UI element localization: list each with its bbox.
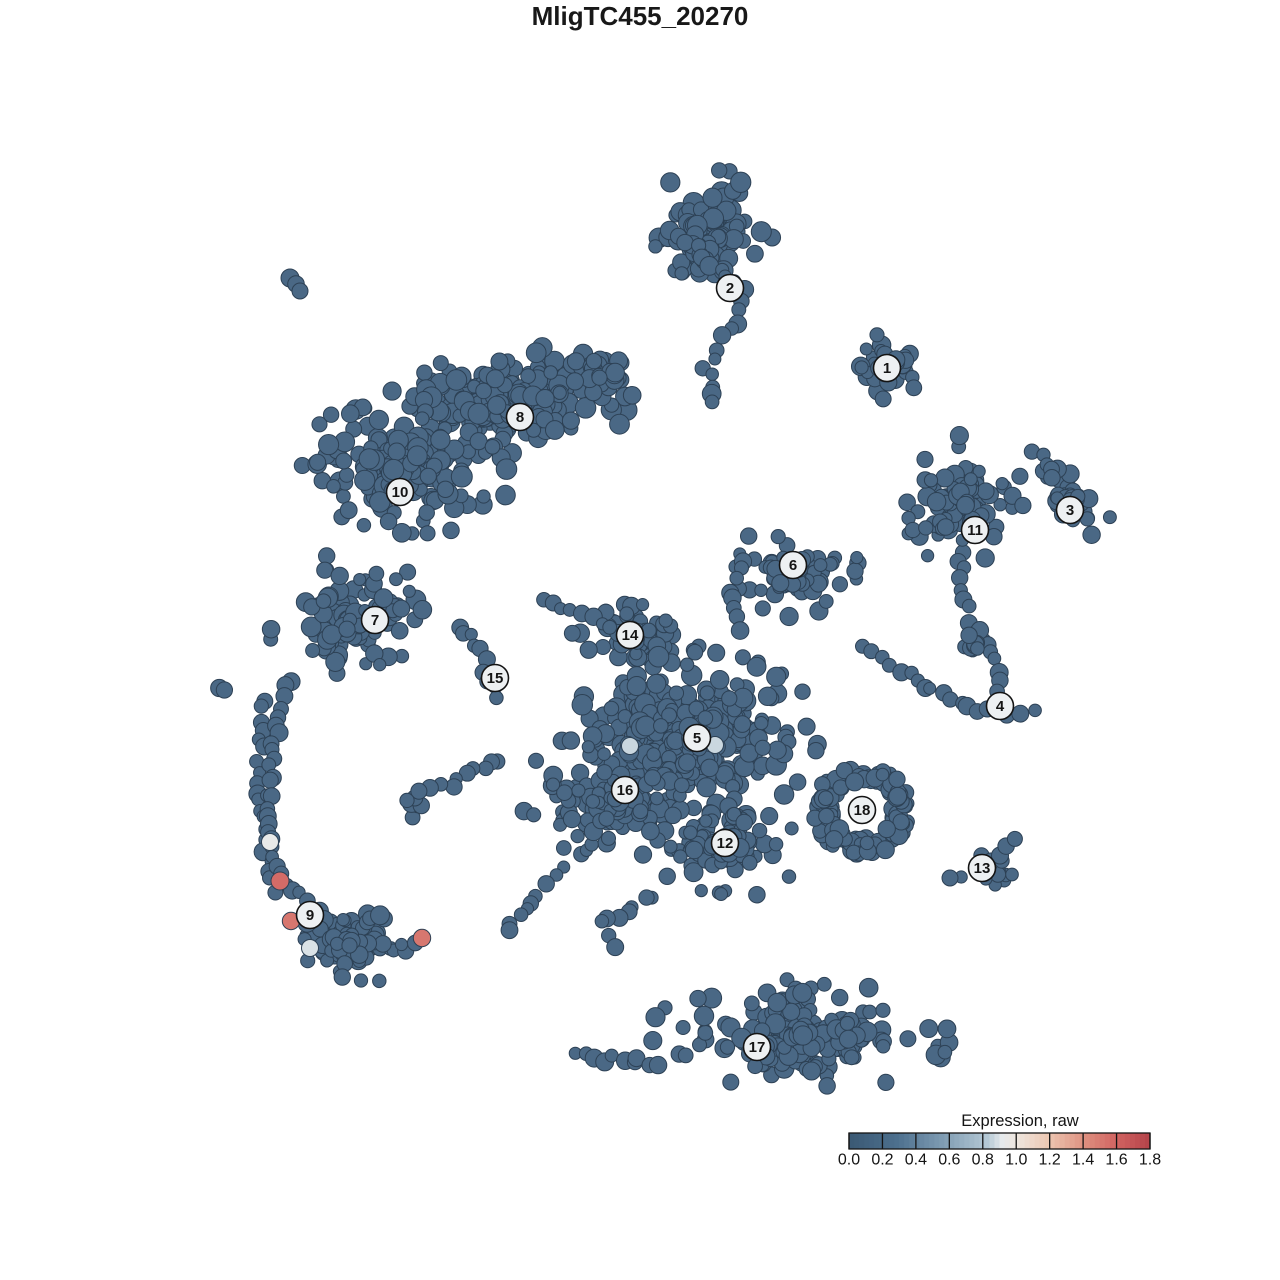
svg-text:3: 3 xyxy=(1066,502,1074,519)
svg-text:4: 4 xyxy=(996,698,1005,715)
svg-text:17: 17 xyxy=(749,1039,766,1056)
svg-text:0.4: 0.4 xyxy=(905,1152,927,1169)
svg-text:11: 11 xyxy=(967,522,983,539)
svg-text:1.6: 1.6 xyxy=(1105,1152,1127,1169)
svg-text:15: 15 xyxy=(487,670,504,687)
svg-text:1.0: 1.0 xyxy=(1005,1152,1027,1169)
svg-text:6: 6 xyxy=(789,557,797,574)
svg-text:9: 9 xyxy=(306,907,314,924)
svg-text:1.4: 1.4 xyxy=(1072,1152,1094,1169)
svg-text:Expression, raw: Expression, raw xyxy=(961,1112,1078,1130)
svg-text:10: 10 xyxy=(392,484,409,501)
svg-text:12: 12 xyxy=(717,835,734,852)
svg-text:2: 2 xyxy=(726,280,734,297)
svg-text:8: 8 xyxy=(516,409,524,426)
svg-text:0.8: 0.8 xyxy=(972,1152,994,1169)
svg-text:7: 7 xyxy=(371,612,379,629)
svg-text:18: 18 xyxy=(854,802,871,819)
svg-text:1.8: 1.8 xyxy=(1139,1152,1161,1169)
svg-text:0.6: 0.6 xyxy=(938,1152,960,1169)
svg-text:16: 16 xyxy=(617,782,634,799)
svg-text:1.2: 1.2 xyxy=(1039,1152,1061,1169)
svg-text:13: 13 xyxy=(974,860,991,877)
svg-text:14: 14 xyxy=(622,627,639,644)
svg-text:0.2: 0.2 xyxy=(871,1152,893,1169)
svg-text:5: 5 xyxy=(693,730,701,747)
svg-text:0.0: 0.0 xyxy=(838,1152,860,1169)
svg-text:1: 1 xyxy=(883,360,891,377)
